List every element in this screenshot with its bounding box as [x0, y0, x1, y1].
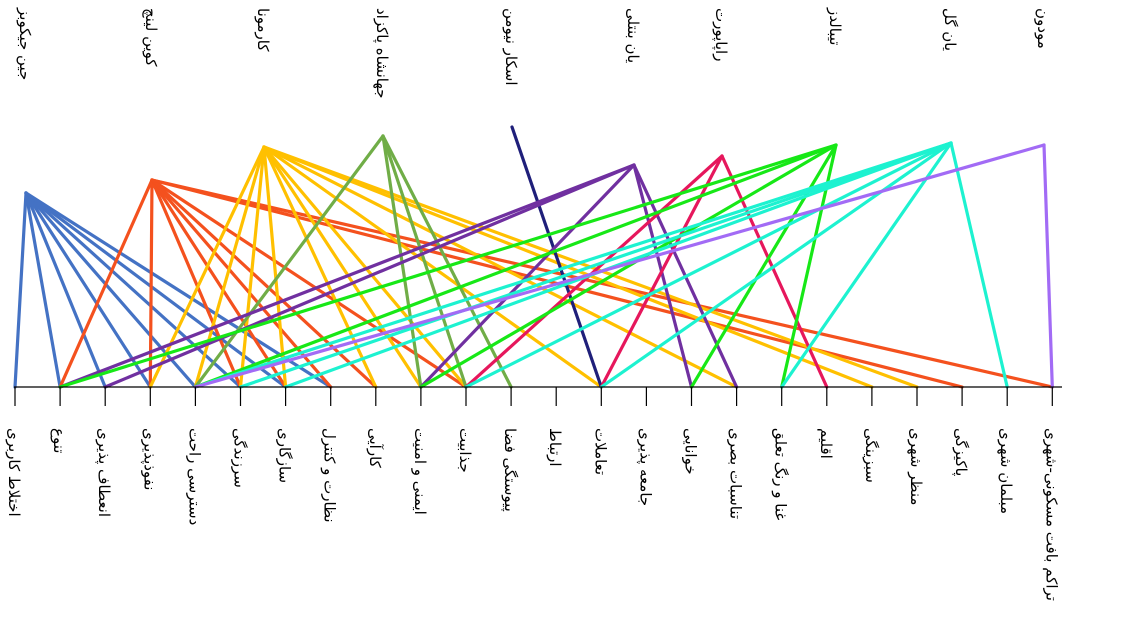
link-9-23	[949, 141, 1009, 389]
criterion-label-1: اختلاط کاربری	[5, 428, 23, 517]
link-1-3	[24, 191, 107, 389]
link-1-2	[24, 191, 62, 389]
criterion-label-24: تراکم بافت مسکونی-شهری	[1042, 428, 1060, 601]
link-2-7	[150, 178, 288, 389]
link-3-7	[262, 145, 288, 389]
link-9-6	[238, 141, 953, 389]
link-4-5	[193, 134, 385, 389]
criterion-label-19: اقلیم	[817, 428, 835, 459]
link-10-5	[193, 143, 1046, 389]
theorist-label-6: یان بنتلی	[624, 8, 642, 63]
link-1-1	[13, 191, 28, 389]
criterion-label-5: دسترسی راحت	[185, 428, 203, 525]
theorist-label-3: کارمونا	[254, 8, 272, 52]
link-9-11	[464, 141, 953, 389]
criterion-label-7: سازگاری	[276, 428, 294, 483]
link-2-2	[58, 178, 154, 389]
criterion-label-3: انعطاف پذیری	[94, 428, 113, 517]
theorist-labels: جین جیکوبز کوین لینچ کارمونا جهانشاه پاکزاد…	[16, 7, 1052, 99]
criterion-label-14: تعاملات	[591, 428, 609, 475]
theorist-label-10: مودون	[1034, 8, 1052, 49]
theorist-label-7: راپاپورت	[711, 8, 730, 61]
criterion-label-20: سبزینگی	[862, 428, 880, 483]
criterion-label-2: تنوع	[50, 428, 68, 453]
criterion-label-16: خوانایی	[682, 428, 700, 475]
link-4-11	[381, 134, 468, 389]
criterion-label-12: پیوستگی فضا	[500, 428, 519, 512]
link-5-14	[510, 125, 603, 389]
ticks-group	[14, 387, 1053, 406]
link-3-14	[262, 145, 603, 389]
link-8-16	[689, 143, 838, 389]
criterion-label-6: سرزندگی	[231, 428, 249, 488]
criterion-label-11: جذابیت	[456, 428, 474, 473]
link-8-5	[193, 143, 838, 389]
criterion-label-4: نفوذپذیری	[139, 428, 158, 490]
theorist-label-5: اسکار نیومن	[502, 8, 520, 86]
theorist-label-2: کوین لینچ	[142, 8, 160, 67]
link-2-6	[150, 178, 243, 389]
theorist-label-9: یان گل	[941, 8, 959, 51]
criterion-label-18: غنا و رنگ تعلق	[772, 428, 790, 520]
link-3-5	[193, 145, 266, 389]
criterion-label-8: نظارت و کنترل	[321, 428, 339, 523]
theorist-label-4: جهانشاه پاکزاد	[372, 8, 391, 99]
link-10-24	[1042, 143, 1054, 389]
link-8-2	[58, 143, 838, 389]
criterion-label-9: کارآیی	[366, 428, 384, 469]
criterion-label-15: جامعه پذیری	[635, 428, 654, 506]
criterion-label-21: منظر شهری	[907, 428, 925, 505]
criterion-label-22: پاکیزگی	[951, 428, 970, 476]
criterion-label-13: ارتباط	[546, 428, 564, 467]
link-2-4	[148, 178, 154, 389]
criteria-labels: اختلاط کاربری تنوع انعطاف پذیری نفوذپذیری دس…	[5, 428, 1060, 601]
link-6-10	[419, 163, 636, 389]
link-1-4	[24, 191, 152, 389]
link-6-2	[58, 163, 636, 389]
link-2-11	[150, 178, 468, 389]
link-3-6	[238, 145, 266, 389]
criterion-label-17: تناسبات بصری	[727, 428, 745, 519]
theorist-label-8: تیبالدز	[826, 7, 844, 46]
criterion-label-23: مبلمان شهری	[997, 428, 1015, 514]
links-group	[13, 125, 1054, 389]
link-2-24	[150, 178, 1054, 389]
theorist-label-1: جین جیکوبز	[16, 7, 34, 80]
link-6-16	[632, 163, 694, 389]
link-3-4	[148, 145, 266, 389]
link-9-14	[599, 141, 953, 389]
link-3-11	[262, 145, 468, 389]
criterion-label-10: ایمنی و امنیت	[411, 428, 429, 515]
link-9-5	[193, 141, 953, 389]
link-9-18	[780, 141, 953, 389]
link-6-3	[103, 163, 636, 389]
link-8-10	[419, 143, 838, 389]
